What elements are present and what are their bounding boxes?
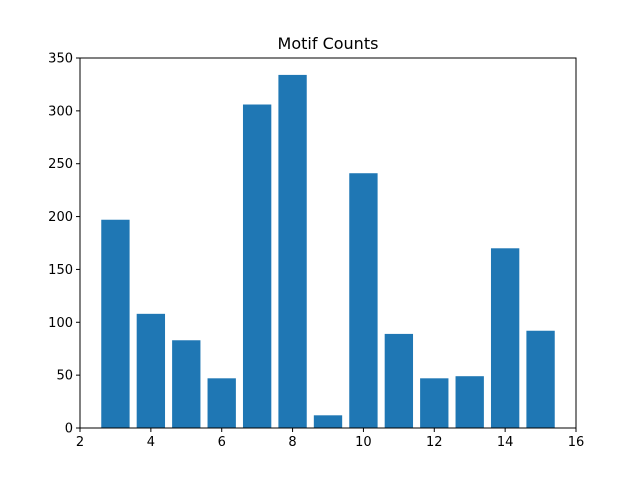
bar bbox=[242, 104, 272, 428]
x-tick-label: 6 bbox=[218, 435, 226, 450]
bar bbox=[455, 376, 484, 428]
bar bbox=[136, 313, 166, 428]
bars-group bbox=[101, 74, 555, 428]
x-tick-label: 8 bbox=[288, 435, 296, 450]
x-axis-ticks: 2 4 6 8 10 12 14 16 bbox=[76, 428, 584, 450]
x-tick-label: 2 bbox=[76, 435, 84, 450]
x-tick-label: 10 bbox=[355, 435, 372, 450]
bar bbox=[101, 219, 130, 428]
y-tick-label: 150 bbox=[48, 263, 73, 278]
bar bbox=[349, 173, 378, 428]
y-tick-label: 200 bbox=[48, 210, 73, 225]
bar bbox=[278, 74, 307, 428]
x-tick-label: 16 bbox=[568, 435, 585, 450]
x-tick-label: 14 bbox=[497, 435, 514, 450]
bar bbox=[384, 333, 414, 428]
plot-frame bbox=[79, 57, 577, 429]
y-tick-label: 300 bbox=[48, 104, 73, 119]
x-tick-label: 12 bbox=[426, 435, 443, 450]
chart-title: Motif Counts bbox=[278, 34, 379, 53]
bar bbox=[490, 248, 520, 428]
bar bbox=[420, 378, 449, 428]
y-axis-ticks: 0 50 100 150 200 250 300 350 bbox=[48, 52, 80, 437]
y-tick-label: 0 bbox=[65, 422, 73, 437]
y-tick-label: 100 bbox=[48, 316, 73, 331]
y-tick-label: 350 bbox=[48, 52, 73, 67]
bar bbox=[207, 378, 236, 428]
bar bbox=[526, 330, 555, 428]
y-tick-label: 50 bbox=[56, 369, 73, 384]
bar bbox=[172, 340, 201, 428]
bar bbox=[313, 415, 343, 428]
y-tick-label: 250 bbox=[48, 157, 73, 172]
x-tick-label: 4 bbox=[147, 435, 155, 450]
